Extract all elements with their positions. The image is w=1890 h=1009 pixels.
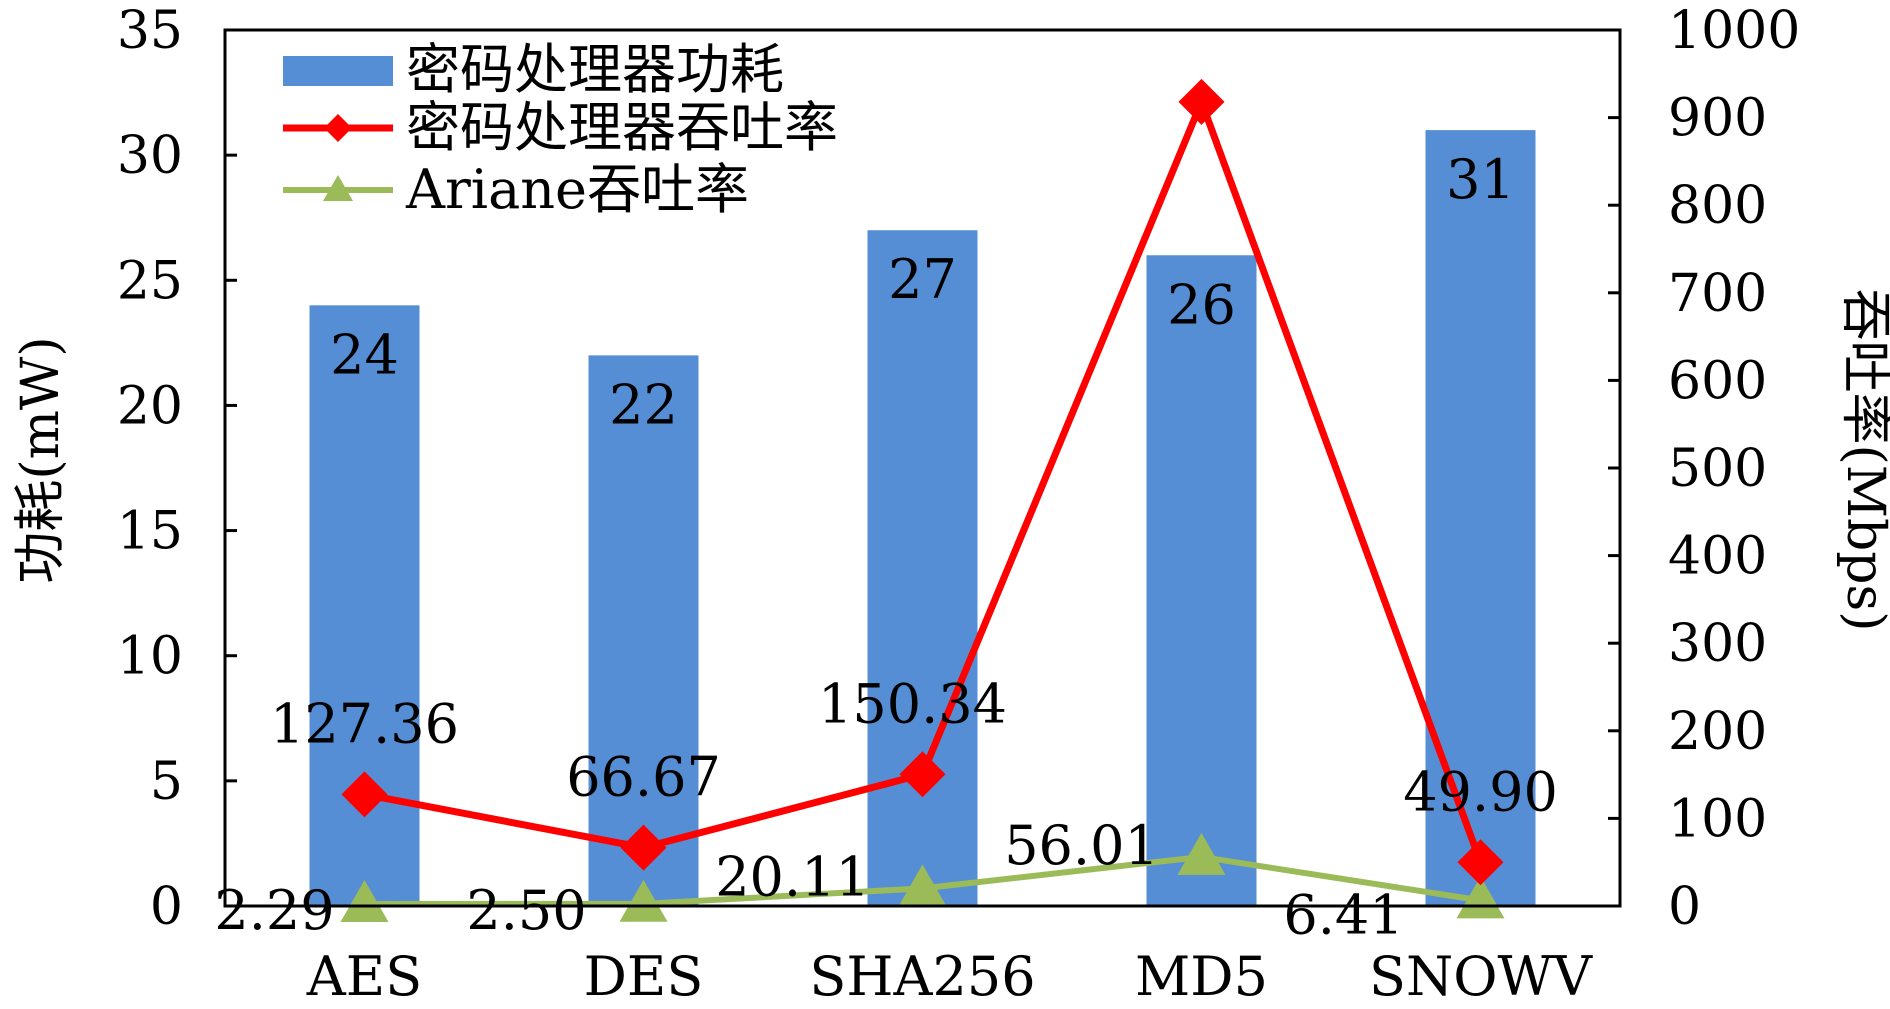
- legend-label-power: 密码处理器功耗: [406, 38, 784, 101]
- bar-des: [588, 355, 699, 906]
- ariane-point-des: [619, 879, 668, 922]
- processor-point-md5: [1178, 78, 1225, 125]
- processor-throughput-label-sha256: 150.34: [818, 672, 1007, 735]
- bar-sha256: [867, 230, 978, 906]
- processor-point-aes: [341, 771, 388, 818]
- legend-marker-ariane-throughput: [323, 175, 353, 201]
- y2-tick-label: 900: [1668, 89, 1767, 149]
- axes-layer: 0 5 10 15 20 25 30 35 0 100 200 300 400 500 600 700 800 9…: [117, 1, 1801, 1008]
- y-tick-label: 10: [117, 627, 183, 687]
- ariane-point-aes: [340, 879, 389, 922]
- y-tick-label: 15: [117, 502, 183, 562]
- labels-layer: 24 22 27 26 31 127.36 66.67 150.34 49.90 2.29 2.50…: [214, 148, 1557, 946]
- bar-label-des: 22: [609, 373, 678, 436]
- legend-swatch-power: [283, 56, 393, 86]
- ariane-point-sha256: [898, 864, 947, 907]
- bar-label-aes: 24: [330, 323, 399, 386]
- ariane-throughput-label-md5: 56.01: [1004, 814, 1159, 877]
- bar-snowv: [1425, 130, 1536, 907]
- x-tick-label-sha256: SHA256: [809, 945, 1035, 1008]
- y2-tick-label: 200: [1668, 702, 1767, 762]
- y-tick-label: 35: [117, 1, 183, 61]
- processor-point-sha256: [899, 751, 946, 798]
- y2-tick-label: 400: [1668, 527, 1767, 587]
- x-tick-label-snowv: SNOWV: [1369, 945, 1593, 1008]
- bar-label-md5: 26: [1167, 273, 1236, 336]
- y-tick-label: 25: [117, 251, 183, 311]
- y-tick-label: 5: [150, 752, 183, 812]
- processor-throughput-label-des: 66.67: [566, 746, 721, 809]
- bar-md5: [1146, 255, 1257, 906]
- lines-layer: [340, 78, 1505, 922]
- y2-tick-label: 300: [1668, 614, 1767, 674]
- y-tick-label: 30: [117, 126, 183, 186]
- bar-label-snowv: 31: [1446, 148, 1515, 211]
- ariane-throughput-label-sha256: 20.11: [715, 845, 870, 908]
- y-tick-label: 20: [117, 376, 183, 436]
- y2-axis-title: 吞吐率(Mbps): [1835, 288, 1890, 631]
- x-tick-label-aes: AES: [306, 945, 422, 1008]
- bars-layer: [309, 130, 1536, 907]
- y2-tick-label: 0: [1668, 877, 1701, 937]
- ariane-throughput-label-aes: 2.29: [214, 879, 334, 942]
- y2-tick-label: 700: [1668, 264, 1767, 324]
- processor-throughput-label-snowv: 49.90: [1403, 760, 1558, 823]
- x-tick-label-des: DES: [584, 945, 704, 1008]
- y2-tick-label: 600: [1668, 351, 1767, 411]
- y2-tick-label: 1000: [1668, 1, 1800, 61]
- y-axis-title: 功耗(mW): [11, 336, 71, 583]
- ariane-point-md5: [1177, 832, 1226, 875]
- processor-throughput-label-aes: 127.36: [270, 692, 459, 755]
- legend-label-ariane-throughput: Ariane吞吐率: [405, 158, 749, 221]
- y2-tick-label: 800: [1668, 176, 1767, 236]
- processor-point-snowv: [1457, 839, 1504, 886]
- y2-tick-label: 500: [1668, 439, 1767, 499]
- legend-marker-processor-throughput: [324, 114, 352, 142]
- ariane-throughput-label-snowv: 6.41: [1283, 883, 1403, 946]
- y-tick-label: 0: [150, 877, 183, 937]
- ariane-point-snowv: [1456, 876, 1505, 919]
- ariane-throughput-label-des: 2.50: [466, 879, 586, 942]
- y2-tick-label: 100: [1668, 789, 1767, 849]
- bar-label-sha256: 27: [888, 248, 957, 311]
- x-tick-label-md5: MD5: [1135, 945, 1268, 1008]
- processor-point-des: [620, 824, 667, 871]
- legend-label-processor-throughput: 密码处理器吞吐率: [406, 96, 838, 159]
